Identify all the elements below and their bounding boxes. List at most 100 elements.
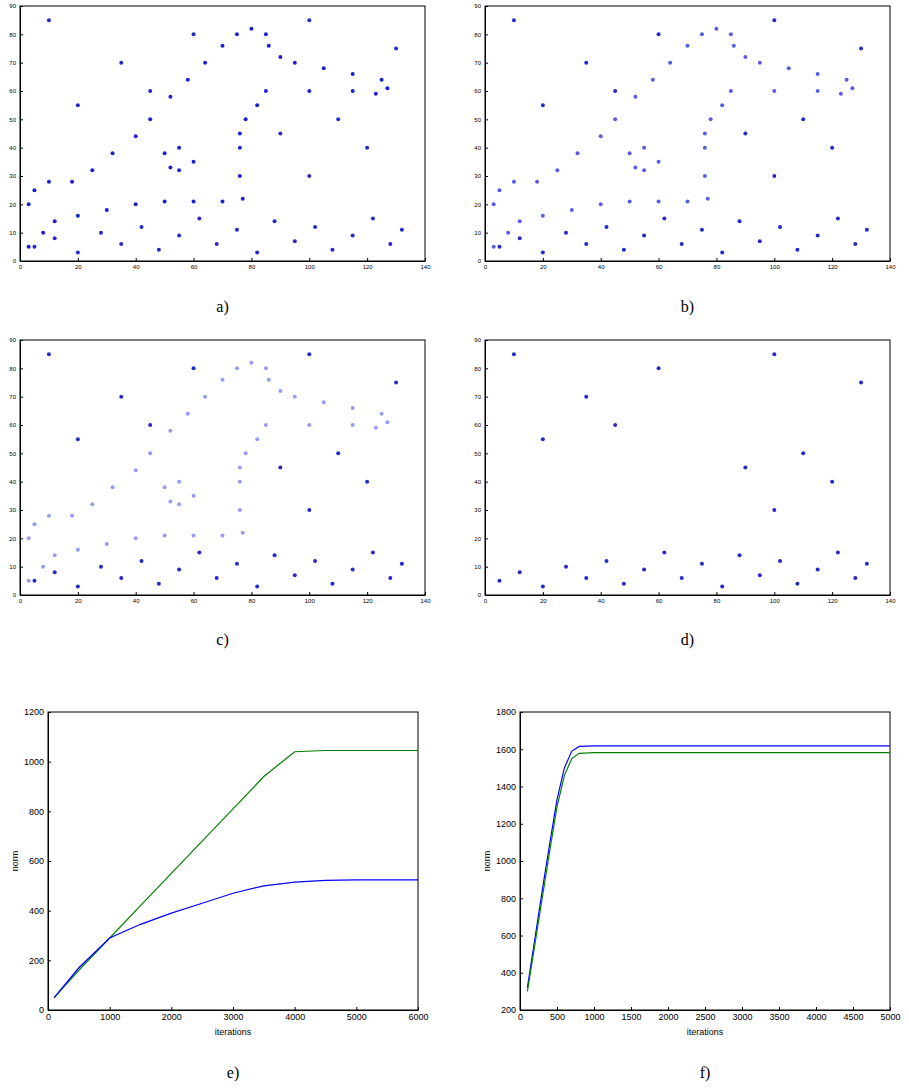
tick-label: 120 — [828, 264, 839, 270]
point — [512, 180, 516, 184]
panel: 0204060801001201400102030405060708090 — [9, 337, 431, 604]
axis-line — [486, 261, 891, 262]
tick-mark — [20, 340, 23, 341]
y-tick: 90 — [9, 3, 23, 9]
point — [264, 423, 268, 427]
point — [642, 168, 646, 172]
y-tick: 1400 — [496, 782, 523, 792]
tick-label: 1800 — [496, 707, 516, 717]
point — [772, 174, 776, 178]
tick-label: 20 — [75, 598, 82, 604]
y-tick: 60 — [9, 88, 23, 94]
point — [850, 86, 854, 90]
point — [264, 366, 268, 370]
tick-mark — [425, 592, 426, 595]
point — [394, 47, 398, 51]
x-axis: 020406080100120140 — [484, 592, 896, 604]
y-tick: 80 — [9, 32, 23, 38]
point — [99, 231, 103, 235]
point — [168, 95, 172, 99]
x-tick: 140 — [420, 258, 431, 270]
point — [186, 412, 190, 416]
tick-mark — [20, 453, 23, 454]
point — [816, 568, 820, 572]
point — [307, 423, 311, 427]
tick-label: 100 — [305, 598, 316, 604]
point — [177, 146, 181, 150]
caption: b) — [681, 298, 694, 316]
tick-mark — [631, 1007, 632, 1010]
x-tick: 80 — [714, 258, 721, 270]
tick-label: 400 — [501, 968, 516, 978]
tick-mark — [520, 861, 523, 862]
point — [778, 559, 782, 563]
point — [192, 200, 196, 204]
y-tick: 60 — [474, 422, 488, 428]
x-tick: 40 — [598, 258, 605, 270]
tick-mark — [356, 1007, 357, 1010]
point — [374, 426, 378, 430]
point — [322, 66, 326, 70]
y-tick: 10 — [474, 564, 488, 570]
point — [541, 437, 545, 441]
point — [90, 502, 94, 506]
tick-mark — [48, 762, 51, 763]
point — [293, 239, 297, 243]
point — [651, 78, 655, 82]
y-tick: 90 — [9, 337, 23, 343]
point — [758, 61, 762, 65]
point — [238, 174, 242, 178]
y-tick: 80 — [474, 366, 488, 372]
y-axis: 020040060080010001200 — [24, 707, 51, 1015]
tick-mark — [425, 258, 426, 261]
x-tick: 6000 — [408, 1007, 428, 1022]
tick-label: 100 — [770, 598, 781, 604]
point — [772, 352, 776, 356]
tick-label: 80 — [249, 598, 256, 604]
point — [255, 585, 259, 589]
y-tick: 1200 — [24, 707, 51, 717]
tick-mark — [485, 453, 488, 454]
point — [134, 202, 138, 206]
point — [241, 197, 245, 201]
tick-label: 0 — [46, 1012, 51, 1022]
y-tick: 30 — [474, 173, 488, 179]
point — [492, 245, 496, 249]
y-axis: 20040060080010001200140016001800 — [496, 707, 523, 1015]
point — [512, 352, 516, 356]
x-tick: 100 — [770, 592, 781, 604]
y-tick: 40 — [474, 145, 488, 151]
plot-frame — [48, 712, 418, 1010]
x-axis-title: iterations — [215, 1027, 252, 1037]
point — [720, 585, 724, 589]
tick-label: 0 — [484, 598, 488, 604]
point — [613, 423, 617, 427]
panel: 0204060801001201400102030405060708090 — [474, 337, 896, 604]
y-tick: 40 — [474, 479, 488, 485]
tick-label: 90 — [9, 3, 16, 9]
point — [330, 248, 334, 252]
x-tick: 1000 — [584, 1007, 604, 1022]
tick-mark — [418, 1007, 419, 1010]
point — [584, 576, 588, 580]
point — [192, 534, 196, 538]
tick-mark — [890, 592, 891, 595]
point — [758, 573, 762, 577]
x-axis: 020406080100120140 — [19, 258, 431, 270]
tick-mark — [48, 1010, 51, 1011]
point — [307, 352, 311, 356]
tick-label: 200 — [29, 956, 44, 966]
point — [703, 132, 707, 136]
tick-mark — [136, 258, 137, 261]
x-axis: 020406080100120140 — [19, 592, 431, 604]
point — [255, 251, 259, 255]
point — [163, 534, 167, 538]
point — [371, 217, 375, 221]
tick-label: 2000 — [162, 1012, 182, 1022]
point — [642, 234, 646, 238]
point — [541, 214, 545, 218]
point — [168, 429, 172, 433]
tick-label: 40 — [9, 479, 16, 485]
tick-label: 3500 — [769, 1012, 789, 1022]
tick-label: 50 — [9, 451, 16, 457]
